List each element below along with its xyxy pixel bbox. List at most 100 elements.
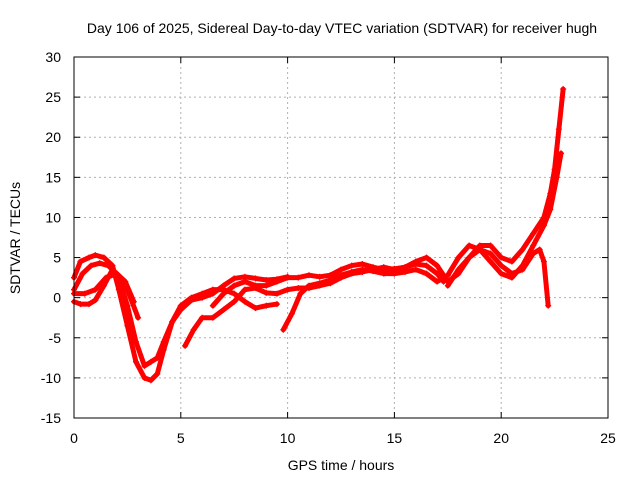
y-tick-label: 0 — [53, 290, 61, 306]
data-point — [241, 286, 248, 293]
data-point — [553, 174, 560, 181]
data-point — [199, 314, 206, 321]
data-point — [209, 314, 216, 321]
data-point — [130, 298, 137, 305]
series-7 — [280, 150, 565, 333]
data-point — [177, 302, 184, 309]
data-point — [85, 254, 92, 261]
data-point — [284, 274, 291, 281]
data-point — [92, 286, 99, 293]
data-point — [391, 270, 398, 277]
data-point — [530, 242, 537, 249]
data-point — [220, 306, 227, 313]
series-8 — [444, 246, 552, 309]
data-point — [508, 258, 515, 265]
data-point — [231, 298, 238, 305]
data-point — [154, 354, 161, 361]
series-6 — [209, 86, 567, 309]
data-point — [444, 282, 451, 289]
y-tick-label: 10 — [45, 209, 61, 225]
data-point — [231, 282, 238, 289]
data-point — [241, 278, 248, 285]
y-tick-label: -5 — [49, 330, 62, 346]
data-point — [263, 302, 270, 309]
data-point — [316, 273, 323, 280]
data-point — [141, 362, 148, 369]
x-tick-label: 0 — [70, 430, 78, 446]
data-point — [370, 268, 377, 275]
data-point — [231, 290, 238, 297]
data-point — [434, 270, 441, 277]
data-point — [100, 254, 107, 261]
y-axis-label: SDTVAR / TECUs — [7, 182, 23, 294]
data-point — [519, 246, 526, 253]
data-point — [252, 282, 259, 289]
data-point — [412, 258, 419, 265]
data-point — [402, 268, 409, 275]
data-point — [252, 275, 259, 282]
data-point — [547, 206, 554, 213]
data-point — [338, 272, 344, 279]
series-4 — [71, 270, 137, 305]
data-point — [295, 274, 302, 281]
data-point — [135, 314, 142, 321]
y-tick-label: -10 — [41, 370, 61, 386]
data-point — [338, 266, 344, 273]
data-point — [327, 277, 334, 284]
series-line — [280, 150, 564, 333]
data-point — [455, 254, 462, 261]
data-point — [288, 310, 295, 317]
y-tick-label: -15 — [41, 410, 61, 426]
data-point — [154, 370, 161, 377]
data-point — [103, 274, 110, 281]
data-point — [199, 290, 206, 297]
data-point — [297, 290, 304, 297]
data-point — [434, 278, 441, 285]
data-point — [124, 322, 131, 329]
data-series — [71, 86, 567, 384]
y-tick-label: 5 — [53, 250, 61, 266]
data-point — [434, 262, 441, 269]
x-tick-label: 25 — [600, 430, 616, 446]
x-tick-label: 15 — [387, 430, 403, 446]
data-point — [466, 254, 473, 261]
data-point — [160, 338, 167, 345]
data-point — [498, 270, 505, 277]
data-point — [147, 358, 154, 365]
data-point — [79, 270, 86, 277]
data-point — [188, 294, 195, 301]
x-tick-label: 20 — [493, 430, 509, 446]
data-point — [92, 297, 99, 304]
data-point — [231, 275, 238, 282]
x-axis-label: GPS time / hours — [288, 457, 395, 473]
data-point — [423, 254, 430, 261]
y-tick-labels: -15 -10 -5 0 5 10 15 20 25 30 — [41, 49, 61, 426]
data-point — [263, 282, 270, 289]
data-point — [105, 262, 112, 269]
data-point — [124, 302, 131, 309]
series-line — [210, 86, 566, 309]
data-point — [77, 301, 84, 308]
data-point — [558, 150, 565, 157]
data-point — [113, 270, 120, 277]
data-point — [487, 258, 494, 265]
data-point — [284, 286, 291, 293]
data-point — [141, 374, 148, 381]
series-line — [71, 267, 280, 369]
data-point — [81, 290, 88, 297]
y-tick-label: 20 — [45, 129, 61, 145]
data-point — [560, 86, 567, 93]
data-point — [77, 258, 84, 265]
x-tick-label: 5 — [177, 430, 185, 446]
data-point — [444, 272, 451, 279]
data-point — [263, 289, 270, 296]
series-line — [445, 247, 551, 309]
data-point — [209, 302, 216, 309]
data-point — [498, 254, 505, 261]
chart-title: Day 106 of 2025, Sidereal Day-to-day VTE… — [87, 20, 597, 36]
x-tick-labels: 0 5 10 15 20 25 — [70, 430, 616, 446]
data-point — [540, 222, 547, 229]
data-point — [380, 270, 387, 277]
data-point — [359, 266, 366, 273]
